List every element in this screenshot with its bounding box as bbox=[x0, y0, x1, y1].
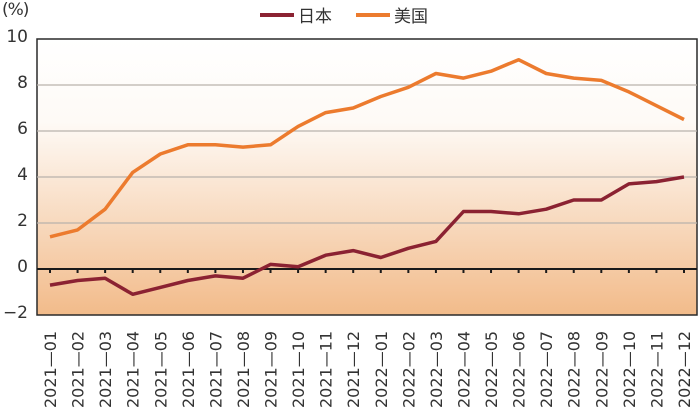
x-axis-label: 2021—09 bbox=[262, 331, 281, 408]
x-axis-label: 2021—11 bbox=[317, 331, 336, 408]
x-axis-label: 2021—04 bbox=[124, 331, 143, 408]
x-axis-label: 2021—03 bbox=[96, 331, 115, 408]
us-series-line bbox=[49, 57, 685, 239]
series-lines bbox=[49, 57, 685, 297]
x-axis-label: 2022—03 bbox=[427, 331, 446, 408]
y-axis-label: 0 bbox=[17, 257, 28, 277]
x-axis-label: 2021—07 bbox=[206, 331, 225, 408]
y-axis-label: 10 bbox=[6, 27, 28, 47]
y-axis-label: 8 bbox=[17, 73, 28, 93]
x-axis-label: 2021—10 bbox=[289, 331, 308, 408]
zero-axis bbox=[37, 268, 697, 273]
x-axis-label: 2022—04 bbox=[454, 331, 473, 408]
legend-label-us: 美国 bbox=[394, 7, 428, 27]
legend-label-japan: 日本 bbox=[298, 7, 332, 27]
y-axis-label: 4 bbox=[17, 165, 28, 185]
y-axis-label: 2 bbox=[17, 211, 28, 231]
gridlines bbox=[37, 84, 697, 224]
x-axis-label: 2022—08 bbox=[565, 331, 584, 408]
legend-item-us: 美国 bbox=[356, 2, 428, 27]
x-axis-label: 2021—01 bbox=[41, 331, 60, 408]
y-axis-label: 6 bbox=[17, 119, 28, 139]
x-axis-label: 2022—10 bbox=[620, 331, 639, 408]
x-axis-label: 2022—07 bbox=[537, 331, 556, 408]
x-axis-label: 2021—02 bbox=[69, 331, 88, 408]
x-axis-label: 2022—06 bbox=[510, 331, 529, 408]
chart-legend: 日本 美国 bbox=[260, 2, 452, 27]
x-axis-labels: 2021—01 2021—02 2021—03 2021—04 2021—05 2021—… bbox=[41, 331, 694, 408]
x-axis-label: 2021—08 bbox=[234, 331, 253, 408]
japan-series-line bbox=[49, 175, 685, 297]
x-axis-label: 2021—12 bbox=[344, 331, 363, 408]
x-axis-label: 2022—01 bbox=[372, 331, 391, 408]
x-axis-label: 2021—05 bbox=[151, 331, 170, 408]
x-axis-label: 2022—02 bbox=[399, 331, 418, 408]
x-axis-label: 2022—09 bbox=[592, 331, 611, 408]
x-axis-label: 2022—12 bbox=[675, 331, 694, 408]
x-axis-label: 2022—11 bbox=[647, 331, 666, 408]
legend-item-japan: 日本 bbox=[260, 2, 332, 27]
y-axis-unit-label: (%) bbox=[2, 0, 29, 20]
legend-swatch-us bbox=[356, 12, 390, 17]
legend-swatch-japan bbox=[260, 12, 294, 17]
x-axis-label: 2021—06 bbox=[179, 331, 198, 408]
y-axis-label: −2 bbox=[2, 303, 28, 323]
x-axis-label: 2022—05 bbox=[482, 331, 501, 408]
